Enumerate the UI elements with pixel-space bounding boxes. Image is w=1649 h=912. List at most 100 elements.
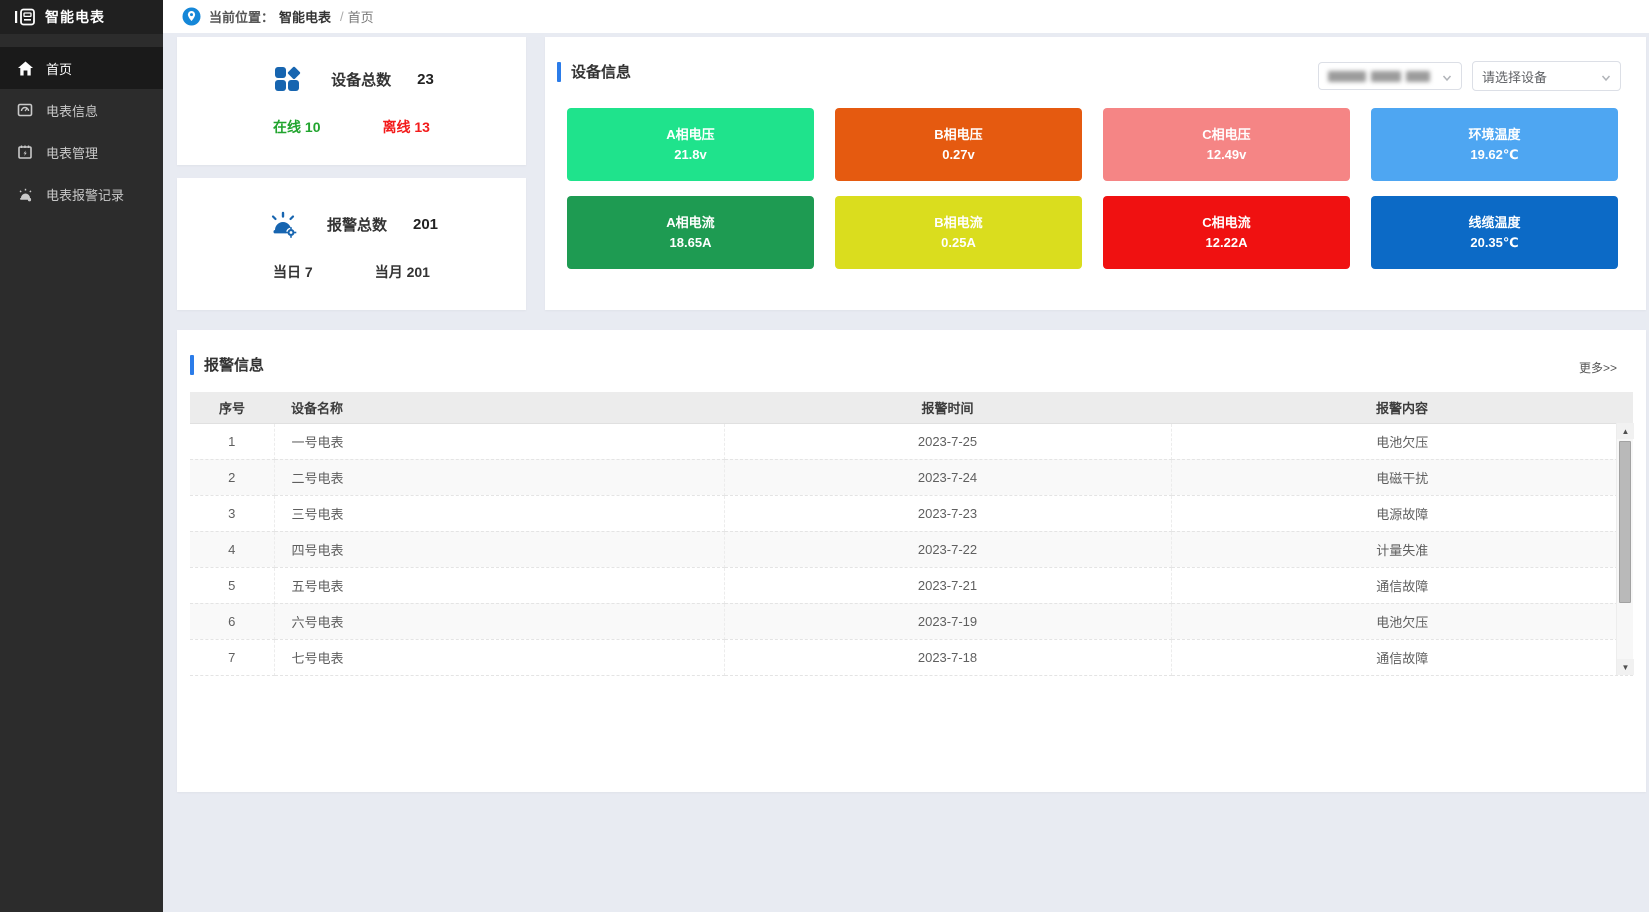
sidebar-item-label: 电表报警记录 (46, 187, 125, 203)
table-row: 2 二号电表 2023-7-24 电磁干扰 (190, 459, 1633, 496)
table-cell: 六号电表 (274, 603, 725, 640)
scrollbar-thumb[interactable] (1619, 441, 1631, 603)
table-cell: 6 (190, 603, 275, 640)
device-info-title: 设备信息 (557, 61, 631, 82)
table-header-cell: 报警内容 (1171, 392, 1633, 424)
table-row: 7 七号电表 2023-7-18 通信故障 (190, 639, 1633, 676)
alarm-info-title: 报警信息 (190, 354, 264, 375)
table-cell: 通信故障 (1171, 639, 1633, 676)
device-metric-tile: 线缆温度 20.35℃ (1371, 196, 1618, 269)
table-cell: 五号电表 (274, 567, 725, 604)
device-tiles: A相电压 21.8v B相电压 0.27v C相电压 12.49v 环境温度 19.62℃ A相… (567, 108, 1618, 269)
table-cell: 4 (190, 531, 275, 568)
table-cell: 2023-7-18 (724, 639, 1172, 676)
accent-bar (557, 61, 561, 82)
alarm-info-panel: 报警信息 更多>> 序号 设备名称 报警时间 报警内容 1 一号电表 2023-7-25 电… (177, 330, 1646, 792)
online-count: 在线 10 (273, 119, 321, 135)
table-cell: 四号电表 (274, 531, 725, 568)
table-cell: 2023-7-25 (724, 423, 1172, 460)
sidebar-item-meter-manage[interactable]: 电表管理 (0, 131, 163, 173)
table-cell: 7 (190, 639, 275, 676)
alarm-month-count: 当月 201 (374, 264, 430, 280)
table-header-cell: 报警时间 (724, 392, 1171, 424)
device-select[interactable]: 请选择设备 (1472, 61, 1621, 91)
device-metric-tile: C相电压 12.49v (1103, 108, 1350, 181)
table-cell: 2023-7-21 (724, 567, 1172, 604)
table-cell: 5 (190, 567, 275, 604)
redacted-text (1328, 70, 1430, 82)
meter-manage-icon (17, 144, 34, 161)
table-cell: 2 (190, 459, 275, 496)
table-header-cell: 序号 (190, 392, 274, 424)
table-cell: 2023-7-24 (724, 459, 1172, 496)
breadcrumb-current[interactable]: 首页 (347, 10, 374, 25)
scroll-up-arrow-icon[interactable]: ▲ (1617, 423, 1634, 439)
table-row: 4 四号电表 2023-7-22 计量失准 (190, 531, 1633, 568)
device-metric-tile: A相电压 21.8v (567, 108, 814, 181)
device-info-panel: 设备信息 请选择设备 A相电压 21.8v B相电压 0.27v C相电压 12.49v 环… (545, 37, 1646, 310)
location-pin-icon (182, 7, 201, 26)
table-row: 3 三号电表 2023-7-23 电源故障 (190, 495, 1633, 532)
table-cell: 电磁干扰 (1171, 459, 1633, 496)
device-grid-icon (269, 61, 305, 97)
alarm-total-value: 201 (412, 215, 439, 233)
sidebar-menu: 首页 电表信息 电表管理 电表报警记录 (0, 47, 163, 215)
alarm-table: 序号 设备名称 报警时间 报警内容 1 一号电表 2023-7-25 电池欠压 2 二号电表 20… (190, 392, 1634, 676)
table-cell: 电池欠压 (1171, 423, 1633, 460)
table-cell: 3 (190, 495, 275, 532)
app-title: 智能电表 (45, 9, 105, 25)
table-body: 1 一号电表 2023-7-25 电池欠压 2 二号电表 2023-7-24 电磁干扰 3 三号电… (190, 423, 1633, 676)
offline-count: 离线 13 (382, 119, 430, 135)
table-cell: 三号电表 (274, 495, 725, 532)
app-logo: 智能电表 (0, 0, 163, 34)
table-cell: 电池欠压 (1171, 603, 1633, 640)
sidebar: 智能电表 首页 电表信息 电表管理 电表报警记录 (0, 0, 163, 912)
device-total-label: 设备总数 (331, 71, 392, 89)
device-metric-tile: C相电流 12.22A (1103, 196, 1350, 269)
scroll-down-arrow-icon[interactable]: ▼ (1617, 659, 1634, 675)
accent-bar (190, 354, 194, 375)
sidebar-item-meter-info[interactable]: 电表信息 (0, 89, 163, 131)
alarm-total-label: 报警总数 (326, 216, 387, 234)
table-row: 1 一号电表 2023-7-25 电池欠压 (190, 423, 1633, 460)
device-group-select[interactable] (1318, 62, 1462, 90)
table-cell: 七号电表 (274, 639, 725, 676)
sidebar-item-label: 首页 (46, 61, 73, 77)
table-cell: 一号电表 (274, 423, 725, 460)
alarm-total-card: 报警总数 201 当日 7 当月 201 (177, 178, 526, 310)
sidebar-item-label: 电表信息 (46, 103, 99, 119)
chevron-down-icon (1442, 71, 1452, 82)
table-cell: 2023-7-23 (724, 495, 1172, 532)
sidebar-item-home[interactable]: 首页 (0, 47, 163, 89)
table-scrollbar[interactable]: ▲ ▼ (1616, 423, 1634, 675)
chevron-down-icon (1601, 71, 1611, 82)
table-cell: 2023-7-22 (724, 531, 1172, 568)
table-cell: 1 (190, 423, 275, 460)
table-row: 5 五号电表 2023-7-21 通信故障 (190, 567, 1633, 604)
device-metric-tile: B相电压 0.27v (835, 108, 1082, 181)
main-content: 当前位置： 智能电表 / 首页 设备总数 23 在线 10 离线 13 报警总数… (163, 0, 1649, 912)
breadcrumb-root-link[interactable]: 智能电表 (279, 10, 332, 25)
table-header-row: 序号 设备名称 报警时间 报警内容 (190, 392, 1633, 424)
table-cell: 计量失准 (1171, 531, 1633, 568)
device-metric-tile: B相电流 0.25A (835, 196, 1082, 269)
sidebar-item-alarm-records[interactable]: 电表报警记录 (0, 173, 163, 215)
meter-logo-icon (14, 8, 36, 26)
meter-info-icon (17, 102, 34, 119)
more-link[interactable]: 更多>> (1578, 361, 1617, 375)
table-cell: 2023-7-19 (724, 603, 1172, 640)
home-icon (17, 60, 34, 77)
device-total-card: 设备总数 23 在线 10 离线 13 (177, 37, 526, 165)
table-cell: 电源故障 (1171, 495, 1633, 532)
device-total-value: 23 (417, 70, 434, 88)
table-header-cell: 设备名称 (274, 392, 724, 424)
breadcrumb-separator: / (340, 9, 344, 24)
device-metric-tile: 环境温度 19.62℃ (1371, 108, 1618, 181)
table-row: 6 六号电表 2023-7-19 电池欠压 (190, 603, 1633, 640)
table-cell: 二号电表 (274, 459, 725, 496)
device-metric-tile: A相电流 18.65A (567, 196, 814, 269)
table-cell: 通信故障 (1171, 567, 1633, 604)
breadcrumb-prefix: 当前位置： (209, 10, 275, 25)
breadcrumb: 当前位置： 智能电表 / 首页 (163, 0, 1649, 33)
device-select-placeholder: 请选择设备 (1482, 69, 1548, 85)
